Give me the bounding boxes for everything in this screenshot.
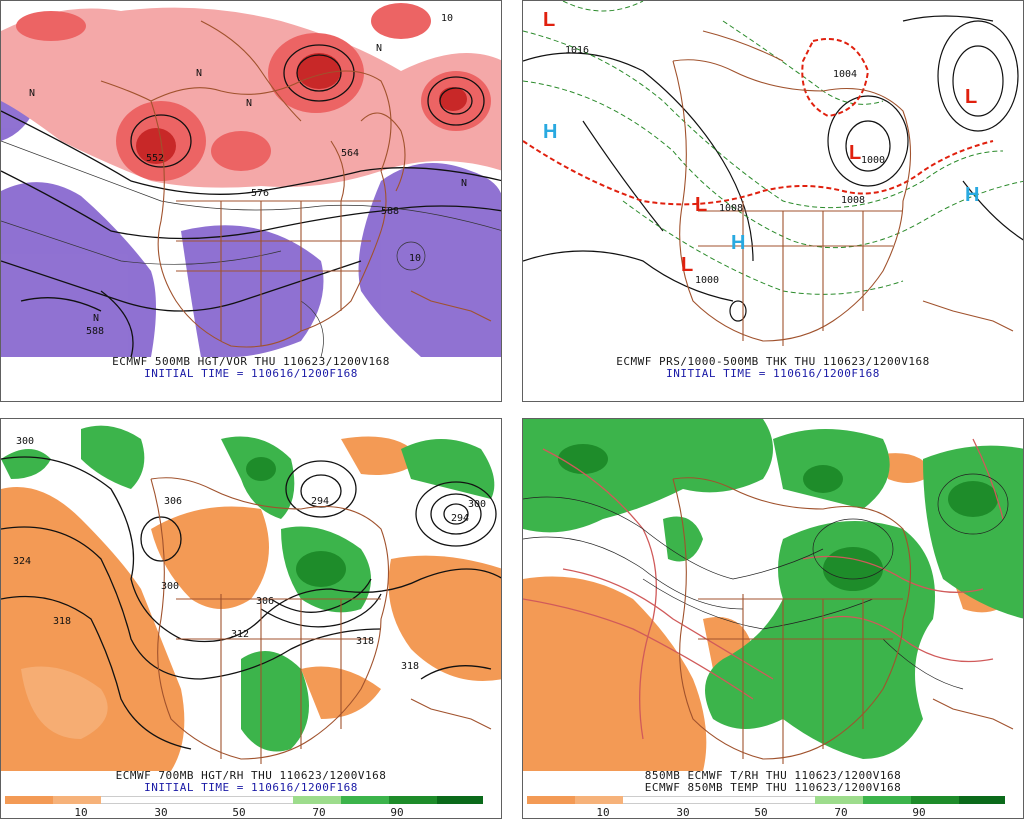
low-pressure-center: L — [543, 9, 555, 31]
contour-label: 300 — [161, 581, 179, 592]
political-borders — [672, 477, 1014, 764]
positive-vorticity-areas — [1, 3, 501, 188]
panel-caption: ECMWF 700MB HGT/RH THU 110623/1200V168 — [115, 769, 387, 782]
wet-rh-areas — [558, 444, 998, 591]
isobar-label: 1016 — [565, 45, 589, 56]
contour-label: 312 — [231, 629, 249, 640]
rh-colorbar-ticks: 10 30 50 70 90 — [527, 806, 1005, 818]
thickness-540-closed — [801, 38, 870, 118]
colorbar-tick: 30 — [676, 806, 690, 819]
initial-time-caption: INITIAL TIME = 110616/1200F168 — [144, 781, 358, 794]
contour-label: 10 — [409, 253, 421, 264]
low-pressure-center: L — [965, 86, 977, 108]
colorbar-tick: 70 — [834, 806, 848, 819]
vorticity-n-label: N — [376, 43, 382, 54]
isobars — [523, 15, 1023, 322]
contour-label: 306 — [256, 596, 274, 607]
colorbar-tick: 10 — [596, 806, 610, 819]
political-borders — [672, 30, 1014, 346]
map-pressure-thickness: H H H L L L L L 1016 1008 1000 1000 1008… — [523, 1, 1023, 357]
panel-500mb-height-vorticity: 552 576 588 588 564 10 10 N N N N N N EC… — [0, 0, 502, 402]
high-pressure-center: H — [965, 184, 979, 206]
isobar-label: 1000 — [861, 155, 885, 166]
contour-label: 300 — [16, 436, 34, 447]
contour-label: 588 — [381, 206, 399, 217]
colorbar-tick: 90 — [390, 806, 404, 819]
contour-label: 324 — [13, 556, 31, 567]
panel-caption: ECMWF 500MB HGT/VOR THU 110623/1200V168 — [112, 355, 390, 368]
contour-labels: 300 324 318 300 306 312 318 294 300 294 … — [13, 436, 486, 672]
contour-label: 318 — [53, 616, 71, 627]
panel-850mb-temp-rh: 850MB ECMWF T/RH THU 110623/1200V168 ECM… — [522, 418, 1024, 819]
low-pressure-center: L — [695, 194, 707, 216]
vorticity-n-label: N — [29, 88, 35, 99]
height-contours — [523, 473, 1009, 690]
panel-caption: ECMWF PRS/1000-500MB THK THU 110623/1200… — [616, 355, 930, 368]
colorbar-tick: 30 — [154, 806, 168, 819]
isobar-label: 1008 — [719, 203, 743, 214]
contour-label: 306 — [164, 496, 182, 507]
contour-label: 576 — [251, 188, 269, 199]
vorticity-n-label: N — [461, 178, 467, 189]
contour-label: 318 — [356, 636, 374, 647]
vorticity-n-label: N — [93, 313, 99, 324]
isobar-labels: 1016 1008 1000 1000 1008 1004 — [565, 45, 885, 286]
high-pressure-center: H — [731, 232, 745, 254]
contour-labels: 552 576 588 588 564 10 10 N N N N N N — [29, 13, 467, 337]
thickness-540-line — [523, 140, 994, 206]
isobar-label: 1008 — [841, 195, 865, 206]
panel-700mb-height-rh: 300 324 318 300 306 312 318 294 300 294 … — [0, 418, 502, 819]
very-dry-rh-areas — [21, 666, 108, 739]
isobar-label: 1004 — [833, 69, 857, 80]
contour-label: 300 — [468, 499, 486, 510]
initial-time-caption: INITIAL TIME = 110616/1200F168 — [666, 367, 880, 380]
contour-label: 552 — [146, 153, 164, 164]
map-500mb: 552 576 588 588 564 10 10 N N N N N N — [1, 1, 501, 357]
vorticity-n-label: N — [196, 68, 202, 79]
initial-time-caption: INITIAL TIME = 110616/1200F168 — [144, 367, 358, 380]
map-700mb: 300 324 318 300 306 312 318 294 300 294 … — [1, 419, 501, 771]
rh-colorbar-ticks: 10 30 50 70 90 — [5, 806, 483, 818]
contour-label: 318 — [401, 661, 419, 672]
political-borders — [150, 477, 492, 764]
temperature-contours — [523, 438, 1004, 740]
political-borders — [100, 20, 492, 348]
vorticity-n-label: N — [246, 98, 252, 109]
thin-contours — [1, 140, 501, 357]
colorbar-tick: 50 — [754, 806, 768, 819]
wet-rh-areas — [246, 457, 346, 587]
rh-colorbar — [5, 796, 483, 804]
rh-colorbar — [527, 796, 1005, 804]
map-850mb — [523, 419, 1023, 771]
pressure-centers: H H H L L L L L — [543, 9, 979, 276]
low-pressure-center: L — [681, 254, 693, 276]
panel-caption: 850MB ECMWF T/RH THU 110623/1200V168 — [644, 769, 902, 782]
colorbar-tick: 10 — [74, 806, 88, 819]
contour-label: 10 — [441, 13, 453, 24]
panel-caption-secondary: ECMWF 850MB TEMP THU 110623/1200V168 — [644, 781, 902, 794]
high-pressure-center: H — [543, 121, 557, 143]
colorbar-tick: 90 — [912, 806, 926, 819]
low-pressure-center: L — [849, 142, 861, 164]
colorbar-tick: 70 — [312, 806, 326, 819]
contour-label: 294 — [311, 496, 329, 507]
contour-label: 294 — [451, 513, 469, 524]
panel-pressure-thickness: H H H L L L L L 1016 1008 1000 1000 1008… — [522, 0, 1024, 402]
colorbar-tick: 50 — [232, 806, 246, 819]
contour-label: 588 — [86, 326, 104, 337]
contour-label: 564 — [341, 148, 359, 159]
isobar-label: 1000 — [695, 275, 719, 286]
